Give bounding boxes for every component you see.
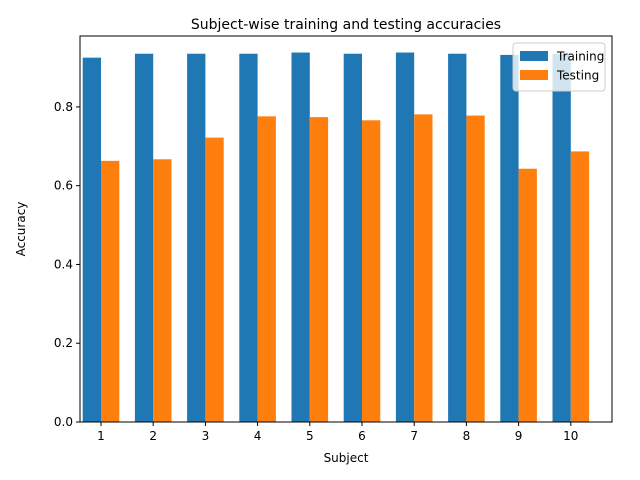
bar-training-subject-6	[343, 53, 362, 422]
x-tick-label: 3	[202, 429, 210, 443]
legend-label-testing: Testing	[556, 69, 599, 83]
bar-testing-subject-8	[466, 115, 485, 422]
bar-training-subject-8	[448, 53, 467, 422]
bar-testing-subject-6	[362, 120, 381, 422]
bar-training-subject-1	[82, 57, 101, 422]
bar-testing-subject-5	[309, 117, 329, 422]
bar-training-subject-7	[395, 52, 415, 422]
bar-training-subject-3	[187, 53, 206, 422]
chart-title: Subject-wise training and testing accura…	[191, 17, 501, 33]
bar-testing-subject-10	[570, 151, 590, 422]
x-tick-label: 10	[563, 429, 578, 443]
y-tick-label: 0.8	[54, 100, 73, 114]
plot-area-frame	[79, 35, 613, 423]
bar-testing-subject-3	[205, 137, 224, 422]
y-tick-label: 0.0	[54, 415, 73, 429]
x-tick-label: 8	[463, 429, 471, 443]
bar-training-subject-5	[291, 52, 310, 422]
x-tick-label: 5	[306, 429, 314, 443]
bar-training-subject-4	[239, 53, 258, 422]
x-tick-label: 4	[254, 429, 262, 443]
y-axis-label: Accuracy	[14, 202, 28, 257]
x-tick-label: 2	[149, 429, 157, 443]
x-tick-label: 1	[97, 429, 105, 443]
bar-testing-subject-2	[153, 159, 172, 422]
y-axis-ticks: 0.0 0.2 0.4 0.6 0.8	[54, 100, 80, 429]
x-axis-label: Subject	[324, 451, 369, 465]
bar-training-subject-10	[552, 53, 571, 422]
bar-testing-subject-7	[414, 114, 433, 422]
bar-testing-subject-4	[257, 116, 276, 422]
y-tick-label: 0.6	[54, 179, 73, 193]
bar-training-subject-2	[134, 53, 154, 422]
bar-testing-subject-9	[518, 168, 537, 422]
bars-group	[82, 52, 590, 423]
x-tick-label: 9	[515, 429, 523, 443]
x-axis-ticks: 1 2 3 4 5 6 7 8 9 10	[97, 422, 578, 443]
y-tick-label: 0.4	[54, 257, 73, 271]
bar-testing-subject-1	[101, 160, 120, 423]
legend-swatch-testing	[520, 70, 548, 80]
x-tick-label: 6	[358, 429, 366, 443]
legend-swatch-training	[520, 51, 548, 61]
x-tick-label: 7	[410, 429, 418, 443]
legend: Training Testing	[512, 42, 606, 92]
bar-training-subject-9	[500, 54, 519, 422]
y-tick-label: 0.2	[54, 336, 73, 350]
legend-label-training: Training	[556, 50, 604, 64]
